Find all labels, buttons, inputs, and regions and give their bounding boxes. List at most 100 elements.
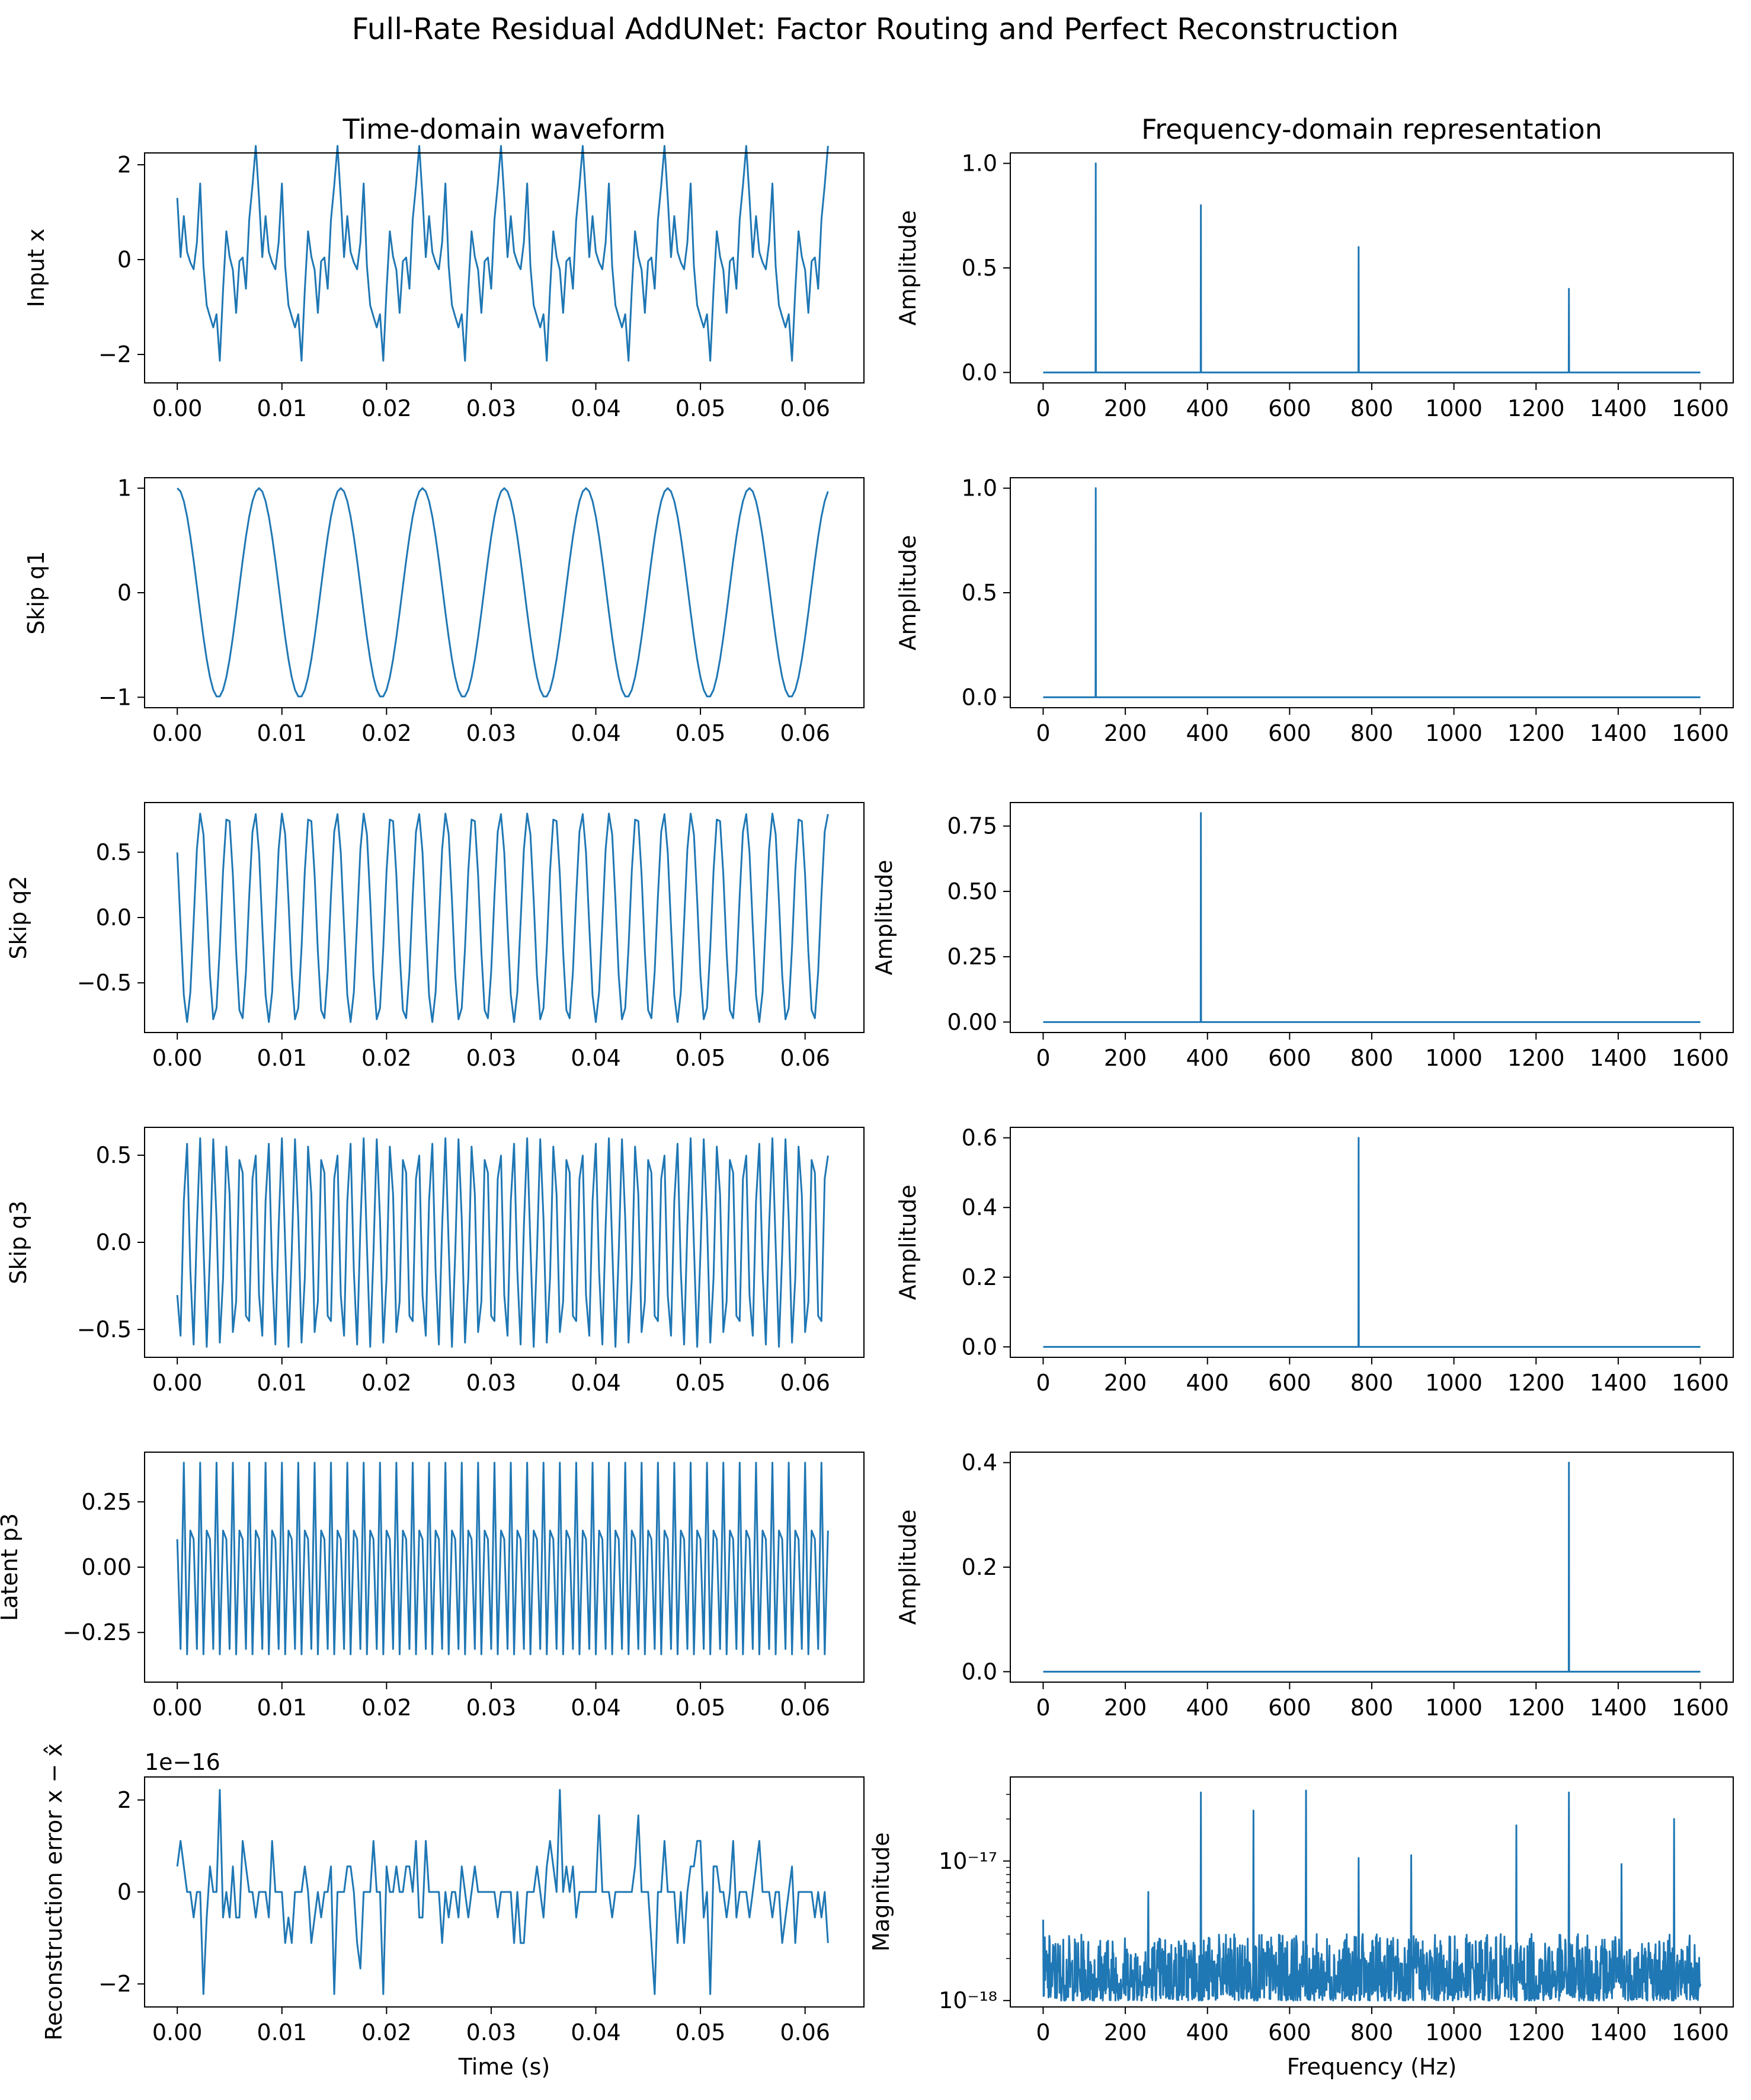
x-tick-label: 0.02 — [361, 720, 412, 746]
x-tick-label: 0.02 — [361, 395, 412, 421]
x-tick-label: 0.01 — [257, 720, 307, 746]
x-tick-label: 400 — [1186, 2019, 1229, 2045]
x-tick-label: 0.06 — [780, 1370, 830, 1396]
x-tick-label: 600 — [1268, 1045, 1311, 1071]
panel-freq-err: 0 200 400 600 800 1000 1200 1400 1600 10⁻¹⁸ 10⁻¹⁷ M… — [868, 1776, 1734, 2080]
x-tick-label: 1200 — [1507, 720, 1565, 746]
x-tick-label: 0.02 — [361, 2019, 412, 2045]
x-tick-label: 1000 — [1425, 2019, 1483, 2045]
x-tick-label: 1400 — [1590, 720, 1647, 746]
y-tick-label: 0.5 — [96, 1142, 132, 1168]
x-tick-label: 400 — [1186, 395, 1229, 421]
y-tick-label: 0.0 — [962, 1658, 997, 1685]
x-tick-label: 1000 — [1425, 1370, 1483, 1396]
x-tick-label: 0 — [1036, 2019, 1050, 2045]
x-tick-label: 0.00 — [152, 1045, 203, 1071]
y-tick-label: 0.50 — [947, 878, 997, 904]
x-tick-label: 0.05 — [676, 2019, 726, 2045]
panel-time-q2: 0.00 0.01 0.02 0.03 0.04 0.05 0.06 −0.5 0.0 0.5 Sk… — [5, 802, 865, 1071]
x-tick-label: 600 — [1268, 720, 1311, 746]
panel-freq-input: 0 200 400 600 800 1000 1200 1400 1600 0.0 0.5 1.0 Fr… — [895, 113, 1734, 421]
x-tick-label: 0.00 — [152, 2019, 203, 2045]
x-tick-label: 800 — [1350, 395, 1394, 421]
x-tick-label: 0.06 — [780, 1045, 830, 1071]
panel-freq-q2: 0 200 400 600 800 1000 1200 1400 1600 0.00 0.25 0.5… — [871, 802, 1734, 1071]
x-tick-label: 1200 — [1507, 1370, 1565, 1396]
y-axis-label: Skip q2 — [5, 875, 31, 959]
x-axis-label: Frequency (Hz) — [1287, 2054, 1457, 2080]
x-tick-label: 0.06 — [780, 2019, 830, 2045]
series-line — [1043, 1137, 1701, 1348]
x-tick-label: 800 — [1350, 1370, 1394, 1396]
y-tick-label: 0.00 — [947, 1009, 997, 1035]
x-tick-label: 0.01 — [257, 2019, 307, 2045]
y-tick-label: 0.0 — [962, 684, 997, 710]
x-tick-label: 400 — [1186, 1045, 1229, 1071]
x-tick-label: 0.01 — [257, 1370, 307, 1396]
y-axis-label: Input x — [23, 229, 49, 308]
x-tick-label: 1400 — [1590, 395, 1647, 421]
x-tick-label: 0.02 — [361, 1370, 412, 1396]
x-tick-label: 0 — [1036, 720, 1050, 746]
y-tick-label: 0.75 — [947, 813, 997, 839]
series-line — [176, 1462, 829, 1655]
x-tick-label: 0 — [1036, 1695, 1050, 1721]
series-line — [176, 813, 829, 1023]
y-axis-label: Amplitude — [871, 860, 897, 976]
x-tick-label: 0.04 — [571, 1370, 621, 1396]
y-tick-label: 0.2 — [962, 1264, 997, 1290]
y-axis-label: Reconstruction error x − x̂ — [41, 1743, 67, 2041]
y-tick-label: 10⁻¹⁷ — [939, 1848, 997, 1874]
panel-time-q3: 0.00 0.01 0.02 0.03 0.04 0.05 0.06 −0.5 0.0 0.5 Sk… — [5, 1127, 865, 1396]
y-tick-label: 0.0 — [962, 1334, 997, 1360]
y-tick-label: 0.00 — [81, 1554, 132, 1580]
x-tick-label: 1600 — [1672, 720, 1729, 746]
panel-time-q1: 0.00 0.01 0.02 0.03 0.04 0.05 0.06 −1 0 1 Skip q1 — [23, 475, 865, 746]
x-tick-label: 1200 — [1507, 1695, 1565, 1721]
x-tick-label: 0.03 — [466, 1370, 517, 1396]
x-tick-label: 0 — [1036, 395, 1050, 421]
x-tick-label: 0.00 — [152, 395, 203, 421]
x-tick-label: 1200 — [1507, 1045, 1565, 1071]
y-tick-label: 0.0 — [96, 904, 132, 931]
y-tick-label: 10⁻¹⁸ — [939, 1987, 997, 2013]
x-tick-label: 1400 — [1590, 1695, 1647, 1721]
x-tick-label: 1600 — [1672, 1695, 1729, 1721]
x-tick-label: 1400 — [1590, 1370, 1647, 1396]
y-tick-label: 0.6 — [962, 1125, 997, 1151]
panel-time-p3: 0.00 0.01 0.02 0.03 0.04 0.05 0.06 −0.25 0.00 0.2… — [0, 1452, 865, 1721]
x-tick-label: 0.02 — [361, 1695, 412, 1721]
series-line — [1042, 1789, 1702, 2002]
x-tick-label: 0.00 — [152, 720, 203, 746]
y-axis-label: Magnitude — [868, 1832, 894, 1951]
y-tick-label: −2 — [98, 1971, 132, 1997]
y-tick-label: 0.5 — [96, 839, 132, 865]
y-tick-label: −1 — [98, 684, 132, 710]
panel-freq-q1: 0 200 400 600 800 1000 1200 1400 1600 0.0 0.5 1.0 Am… — [895, 475, 1734, 746]
x-tick-label: 1000 — [1425, 720, 1483, 746]
x-axis-label: Time (s) — [458, 2054, 550, 2080]
x-tick-label: 0.03 — [466, 1695, 517, 1721]
x-tick-label: 600 — [1268, 395, 1311, 421]
x-tick-label: 0.01 — [257, 395, 307, 421]
y-tick-label: 2 — [117, 1787, 132, 1813]
x-tick-label: 0.03 — [466, 1045, 517, 1071]
x-tick-label: 400 — [1186, 720, 1229, 746]
series-line — [1043, 1462, 1701, 1673]
x-tick-label: 1400 — [1590, 2019, 1647, 2045]
y-tick-label: 1 — [117, 475, 132, 501]
y-tick-label: −2 — [98, 341, 132, 367]
x-tick-label: 200 — [1104, 1045, 1147, 1071]
x-tick-label: 0.00 — [152, 1370, 203, 1396]
x-tick-label: 400 — [1186, 1695, 1229, 1721]
x-tick-label: 200 — [1104, 395, 1147, 421]
x-tick-label: 600 — [1268, 1695, 1311, 1721]
x-tick-label: 0.04 — [571, 720, 621, 746]
y-tick-label: 0.0 — [962, 359, 997, 385]
y-tick-label: −0.5 — [77, 1316, 132, 1343]
y-axis-label: Amplitude — [895, 210, 921, 326]
series-line — [1043, 162, 1701, 373]
x-tick-label: 800 — [1350, 1045, 1394, 1071]
